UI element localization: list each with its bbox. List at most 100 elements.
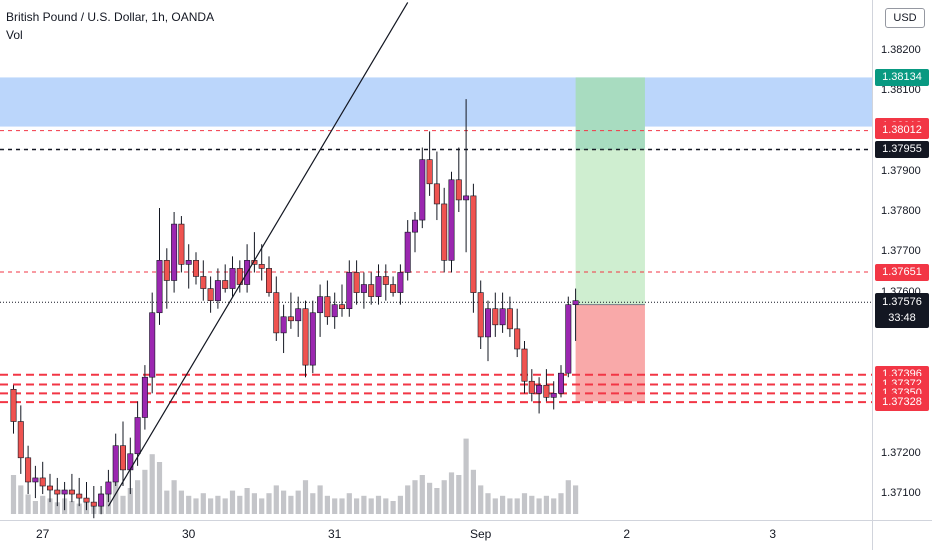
- candle-body: [521, 348, 528, 382]
- candle-body: [258, 264, 265, 269]
- volume-bar: [222, 498, 228, 514]
- supply-zone: [0, 77, 872, 127]
- candle-body: [68, 489, 75, 495]
- position-stop-zone: [575, 304, 645, 402]
- price-tick-label: 1.37900: [881, 164, 921, 177]
- volume-bar: [573, 485, 579, 514]
- candle-body: [390, 284, 397, 293]
- price-level-label[interactable]: 1.38134: [875, 68, 929, 86]
- price-axis[interactable]: USD 1.38200 1.38100 1.37900 1.37800 1.37700 1…: [872, 0, 932, 550]
- current-price-label[interactable]: 1.37576 33:48: [875, 293, 929, 329]
- candle-body: [149, 312, 156, 378]
- axis-corner: [872, 520, 932, 550]
- volume-bar: [281, 490, 287, 514]
- candle-body: [273, 292, 280, 334]
- volume-bar: [456, 475, 462, 514]
- candle-body: [280, 316, 287, 334]
- volume-bar: [412, 480, 418, 514]
- candle-body: [360, 284, 367, 293]
- trendline: [107, 2, 409, 507]
- candle-body: [397, 272, 404, 293]
- candle-body: [317, 296, 324, 314]
- candle-body: [309, 312, 316, 366]
- volume-bar: [266, 493, 272, 514]
- volume-bar: [244, 488, 250, 514]
- candle-body: [441, 203, 448, 261]
- volume-bar: [47, 498, 53, 514]
- volume-bar: [551, 498, 557, 514]
- volume-bar: [178, 490, 184, 514]
- volume-bar: [419, 475, 425, 514]
- volume-bar: [339, 498, 345, 514]
- candle-body: [287, 316, 294, 322]
- price-tick-label: 1.37200: [881, 446, 921, 459]
- current-price-value: 1.37576: [882, 296, 922, 309]
- candle-body: [141, 376, 148, 418]
- price-chart[interactable]: [0, 0, 872, 520]
- volume-bar: [229, 490, 236, 514]
- candle-body: [127, 453, 134, 471]
- candle-body: [448, 179, 455, 261]
- volume-bar: [332, 498, 338, 514]
- candle-body: [163, 260, 170, 281]
- candle-body: [265, 268, 272, 293]
- candle-body: [214, 280, 221, 301]
- price-level-label[interactable]: 1.37328: [875, 393, 929, 411]
- volume-bar: [427, 482, 433, 514]
- volume-bar: [521, 493, 528, 514]
- candle-body: [528, 380, 535, 394]
- candle-body: [470, 195, 477, 293]
- volume-bar: [200, 493, 206, 514]
- candle-body: [550, 393, 557, 398]
- candle-body: [98, 493, 105, 507]
- symbol-title[interactable]: British Pound / U.S. Dollar, 1h, OANDA: [6, 10, 215, 24]
- currency-button[interactable]: USD: [885, 8, 925, 28]
- volume-bar: [251, 493, 257, 514]
- volume-bar: [317, 485, 323, 514]
- price-level-label[interactable]: 1.37651: [875, 263, 929, 281]
- volume-bar: [295, 490, 301, 514]
- volume-bar: [40, 495, 46, 514]
- time-tick-label: 2: [623, 527, 631, 541]
- candle-body: [338, 304, 345, 310]
- volume-bar: [361, 495, 367, 514]
- candle-body: [83, 497, 90, 503]
- candle-body: [477, 292, 484, 338]
- time-axis[interactable]: 27 30 31 Sep 2 3: [0, 520, 872, 550]
- volume-bar: [536, 498, 542, 514]
- price-tick-label: 1.37800: [881, 205, 921, 217]
- price-tick-label: 1.38100: [881, 84, 921, 97]
- volume-bar: [543, 495, 549, 514]
- volume-bar: [186, 495, 192, 514]
- candle-body: [39, 477, 46, 487]
- volume-bar: [142, 469, 148, 514]
- candle-body: [61, 489, 68, 495]
- candle-body: [178, 223, 185, 265]
- volume-bar: [434, 488, 440, 514]
- volume-bar: [346, 493, 352, 514]
- candle-body: [17, 421, 24, 459]
- price-level-label[interactable]: 1.38012: [875, 122, 929, 140]
- candle-body: [353, 272, 360, 293]
- candle-body: [426, 159, 433, 185]
- price-tick-label: 1.37100: [881, 487, 921, 500]
- candle-body: [324, 296, 331, 318]
- volume-indicator-label[interactable]: Vol: [6, 28, 23, 42]
- volume-bar: [208, 498, 214, 514]
- candle-body: [557, 372, 564, 394]
- candle-body: [120, 445, 127, 471]
- volume-bar: [529, 495, 535, 514]
- volume-bar: [390, 501, 396, 514]
- volume-bar: [259, 498, 265, 514]
- candle-body: [10, 388, 17, 422]
- volume-bar: [310, 493, 316, 514]
- candle-body: [499, 308, 506, 326]
- volume-bar: [76, 503, 82, 514]
- volume-bar: [375, 495, 382, 514]
- position-target-zone: [575, 77, 645, 150]
- volume-bar: [25, 494, 31, 514]
- volume-bar: [193, 498, 199, 514]
- candle-body: [185, 260, 192, 265]
- price-level-label[interactable]: 1.37955: [875, 141, 929, 159]
- candle-body: [32, 477, 39, 483]
